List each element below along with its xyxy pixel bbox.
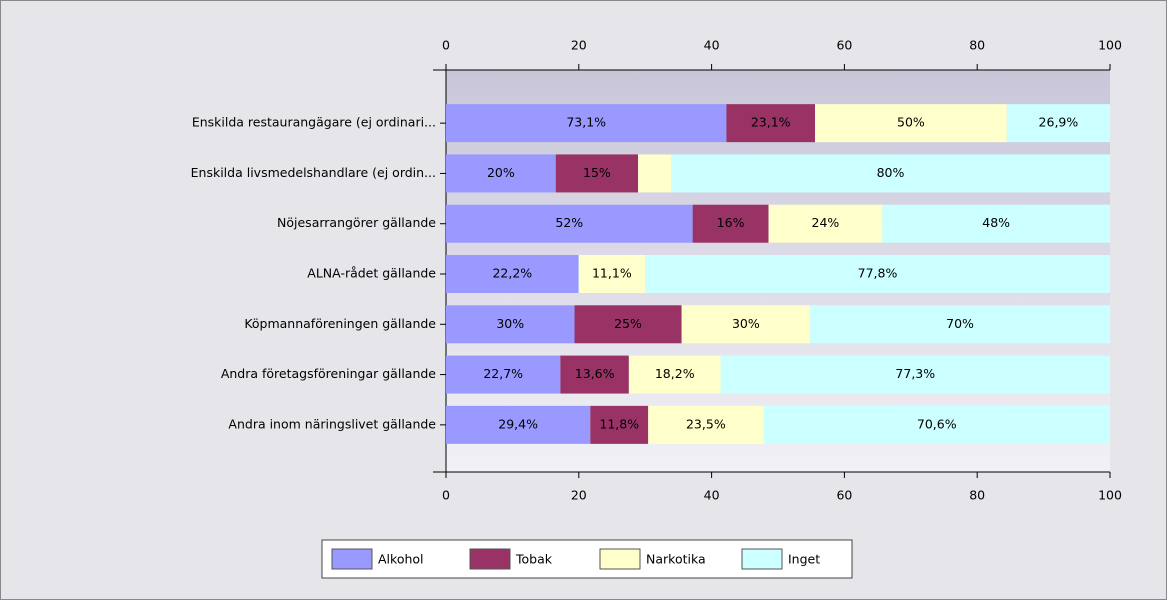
- bar-segment: [574, 305, 682, 344]
- y-tick-label: Enskilda livsmedelshandlare (ej ordin...: [191, 165, 436, 180]
- data-label: 11,1%: [592, 266, 632, 281]
- y-tick-label: Köpmannaföreningen gällande: [244, 316, 436, 331]
- data-label: 25%: [614, 316, 642, 331]
- bar-segment: [645, 255, 1110, 293]
- y-tick-label: ALNA-rådet gällande: [307, 266, 436, 281]
- data-label: 22,7%: [483, 366, 523, 381]
- x-tick-label: 20: [571, 38, 587, 53]
- data-label: 29,4%: [498, 416, 538, 431]
- bar-segment: [446, 104, 727, 143]
- x-tick-label: 20: [571, 488, 587, 503]
- y-tick-label: Nöjesarrangörer gällande: [277, 215, 436, 230]
- data-label: 73,1%: [566, 115, 606, 130]
- legend-label: Tobak: [515, 552, 553, 567]
- data-label: 30%: [496, 316, 524, 331]
- data-label: 22,2%: [492, 266, 532, 281]
- data-label: 11,8%: [599, 416, 639, 431]
- bar-segment: [446, 154, 556, 193]
- bar-segment: [810, 305, 1110, 344]
- y-tick-label: Enskilda restaurangägare (ej ordinari...: [192, 115, 436, 130]
- bar-segment: [555, 154, 639, 193]
- data-label: 24%: [812, 215, 840, 230]
- x-tick-label: 40: [704, 38, 720, 53]
- bar-segment: [681, 305, 811, 344]
- legend-swatch: [331, 548, 373, 570]
- y-tick-label: Andra inom näringslivet gällande: [228, 416, 436, 431]
- data-label: 80%: [877, 165, 905, 180]
- data-label: 77,3%: [895, 366, 935, 381]
- data-label: 23,1%: [751, 115, 791, 130]
- bar-segment: [882, 204, 1110, 243]
- bar-segment: [768, 204, 883, 243]
- bar-segment: [446, 204, 693, 243]
- data-label: 23,5%: [686, 416, 726, 431]
- x-tick-label: 80: [969, 488, 985, 503]
- legend-label: Alkohol: [378, 552, 424, 567]
- bar-segment: [446, 255, 579, 293]
- bar-segment: [446, 355, 561, 394]
- data-label: 30%: [732, 316, 760, 331]
- x-tick-label: 0: [442, 488, 450, 503]
- x-tick-label: 40: [704, 488, 720, 503]
- bar-segment: [560, 355, 629, 394]
- data-label: 15%: [583, 165, 611, 180]
- bar-segment: [1006, 104, 1110, 143]
- x-tick-label: 60: [836, 38, 852, 53]
- legend-swatch: [469, 548, 511, 570]
- data-label: 26,9%: [1039, 115, 1079, 130]
- legend-label: Narkotika: [646, 552, 706, 567]
- data-label: 20%: [487, 165, 515, 180]
- x-tick-label: 60: [836, 488, 852, 503]
- data-label: 77,8%: [858, 266, 898, 281]
- bar-segment: [763, 405, 1110, 444]
- bar-segment: [628, 355, 721, 394]
- x-tick-label: 100: [1098, 38, 1122, 53]
- legend-swatch: [599, 548, 641, 570]
- bar-segment: [692, 204, 769, 243]
- bar-segment: [578, 255, 646, 293]
- bar-segment: [648, 405, 764, 444]
- data-label: 16%: [717, 215, 745, 230]
- x-tick-label: 100: [1098, 488, 1122, 503]
- bar-segment: [670, 154, 1110, 193]
- bar-segment: [726, 104, 816, 143]
- legend-label: Inget: [788, 552, 820, 567]
- bar-segment: [590, 405, 649, 444]
- data-label: 70%: [946, 316, 974, 331]
- data-label: 70,6%: [917, 416, 957, 431]
- x-tick-label: 0: [442, 38, 450, 53]
- bar-segment: [446, 405, 591, 444]
- data-label: 48%: [982, 215, 1010, 230]
- y-tick-label: Andra företagsföreningar gällande: [221, 366, 436, 381]
- data-label: 50%: [897, 115, 925, 130]
- bar-segment: [720, 355, 1110, 394]
- legend-swatch: [741, 548, 783, 570]
- data-label: 13,6%: [575, 366, 615, 381]
- x-tick-label: 80: [969, 38, 985, 53]
- bar-segment: [446, 305, 575, 344]
- bar-segment: [815, 104, 1007, 143]
- bar-segment: [638, 154, 671, 193]
- data-label: 52%: [555, 215, 583, 230]
- data-label: 18,2%: [655, 366, 695, 381]
